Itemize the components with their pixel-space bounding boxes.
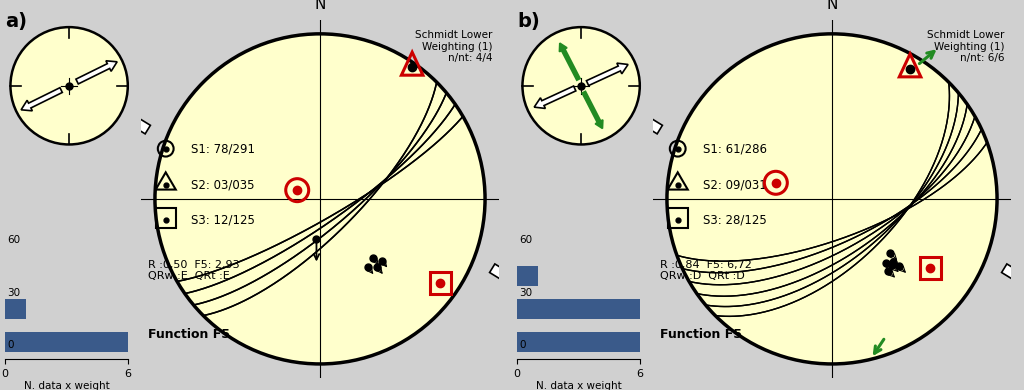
Text: N: N	[314, 0, 326, 12]
Bar	[668, 208, 688, 228]
Text: 30: 30	[519, 287, 532, 298]
FancyArrow shape	[582, 91, 603, 128]
Text: 60: 60	[519, 235, 532, 245]
Ellipse shape	[10, 27, 128, 144]
Text: R :0,50  F5: 2,93
QRw :E  QRt :E: R :0,50 F5: 2,93 QRw :E QRt :E	[147, 260, 240, 282]
Bar	[920, 257, 941, 278]
Text: Function F5: Function F5	[147, 328, 229, 341]
Bar	[429, 272, 452, 294]
FancyArrow shape	[1001, 264, 1024, 296]
Text: Function F5: Function F5	[659, 328, 741, 341]
Text: S3: 28/125: S3: 28/125	[702, 214, 767, 227]
Text: S1: 78/291: S1: 78/291	[190, 142, 255, 155]
FancyArrow shape	[76, 61, 117, 84]
Bar	[5, 299, 26, 319]
Text: 30: 30	[7, 287, 20, 298]
Text: 60: 60	[7, 235, 20, 245]
Text: Schmidt Lower
Weighting (1)
n/nt: 6/6: Schmidt Lower Weighting (1) n/nt: 6/6	[927, 30, 1005, 64]
Bar	[517, 266, 538, 286]
Text: Schmidt Lower
Weighting (1)
n/nt: 4/4: Schmidt Lower Weighting (1) n/nt: 4/4	[415, 30, 493, 64]
Bar	[156, 208, 176, 228]
Bar	[5, 332, 128, 352]
Text: N: N	[826, 0, 838, 12]
FancyArrow shape	[535, 86, 575, 108]
Bar	[517, 332, 886, 352]
Text: b): b)	[517, 12, 540, 31]
FancyArrow shape	[616, 102, 663, 134]
Text: S2: 09/031: S2: 09/031	[702, 178, 767, 191]
X-axis label: N. data x weight: N. data x weight	[24, 381, 110, 390]
X-axis label: N. data x weight: N. data x weight	[536, 381, 622, 390]
Text: 0: 0	[519, 340, 525, 350]
Text: S1: 61/286: S1: 61/286	[702, 142, 767, 155]
FancyArrow shape	[22, 88, 62, 111]
FancyArrow shape	[559, 43, 581, 80]
FancyArrow shape	[587, 63, 628, 85]
FancyArrow shape	[104, 102, 151, 134]
Text: S2: 03/035: S2: 03/035	[190, 178, 254, 191]
Circle shape	[667, 34, 997, 364]
Ellipse shape	[522, 27, 640, 144]
Bar	[517, 299, 681, 319]
Circle shape	[155, 34, 485, 364]
FancyArrow shape	[489, 264, 536, 296]
Text: R :0,84  F5: 6,72
QRw :D  QRt :D: R :0,84 F5: 6,72 QRw :D QRt :D	[659, 260, 752, 282]
Text: 0: 0	[7, 340, 13, 350]
Text: S3: 12/125: S3: 12/125	[190, 214, 255, 227]
Text: a): a)	[5, 12, 27, 31]
